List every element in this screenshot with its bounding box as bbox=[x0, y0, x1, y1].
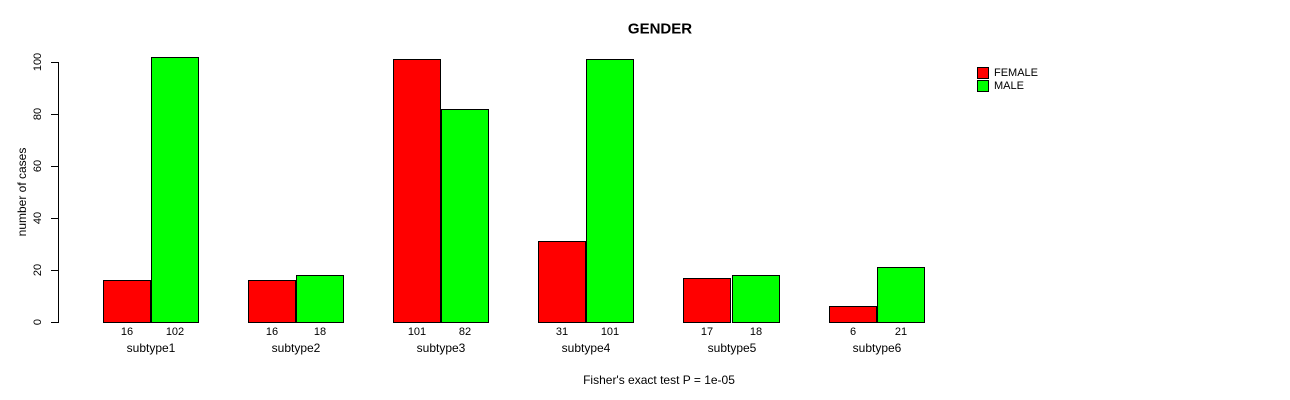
bar-value-label: 18 bbox=[749, 326, 763, 338]
bar-value-label: 16 bbox=[265, 326, 279, 338]
y-axis-tick-label: 0 bbox=[32, 318, 44, 326]
bar-male-subtype4 bbox=[586, 59, 634, 323]
bar-female-subtype2 bbox=[248, 280, 296, 323]
y-axis-tick bbox=[51, 270, 58, 271]
y-axis-tick-label: 60 bbox=[32, 159, 44, 173]
y-axis-tick bbox=[51, 114, 58, 115]
bar-male-subtype1 bbox=[151, 57, 199, 323]
bar-value-label: 16 bbox=[120, 326, 134, 338]
bar-female-subtype3 bbox=[393, 59, 441, 323]
bar-value-label: 17 bbox=[700, 326, 714, 338]
bar-value-label: 101 bbox=[600, 326, 620, 338]
bar-value-label: 102 bbox=[165, 326, 185, 338]
chart-title: GENDER bbox=[627, 20, 693, 38]
y-axis-tick bbox=[51, 62, 58, 63]
fishers-test-caption: Fisher's exact test P = 1e-05 bbox=[583, 373, 735, 387]
category-label-subtype2: subtype2 bbox=[271, 341, 321, 355]
legend-swatch-male bbox=[977, 79, 989, 92]
legend-entry-female: FEMALE bbox=[977, 66, 1038, 79]
category-label-subtype3: subtype3 bbox=[416, 341, 466, 355]
bar-value-label: 6 bbox=[849, 326, 857, 338]
y-axis-tick-label: 100 bbox=[32, 52, 44, 72]
bar-value-label: 31 bbox=[555, 326, 569, 338]
y-axis-label: number of cases bbox=[15, 147, 29, 237]
legend-entry-male: MALE bbox=[977, 79, 1038, 92]
legend: FEMALE MALE bbox=[977, 66, 1038, 92]
bar-value-label: 21 bbox=[894, 326, 908, 338]
legend-swatch-female bbox=[977, 66, 989, 79]
category-label-subtype4: subtype4 bbox=[561, 341, 611, 355]
y-axis-tick-label: 20 bbox=[32, 263, 44, 277]
bar-value-label: 18 bbox=[313, 326, 327, 338]
bar-female-subtype5 bbox=[683, 278, 731, 323]
legend-label: FEMALE bbox=[994, 66, 1039, 79]
y-axis-line bbox=[58, 62, 59, 323]
y-axis-tick bbox=[51, 218, 58, 219]
bar-male-subtype3 bbox=[441, 109, 489, 323]
bar-female-subtype1 bbox=[103, 280, 151, 323]
bar-male-subtype6 bbox=[877, 267, 925, 323]
y-axis-tick bbox=[51, 166, 58, 167]
y-axis-tick-label: 40 bbox=[32, 211, 44, 225]
category-label-subtype1: subtype1 bbox=[126, 341, 176, 355]
y-axis-tick bbox=[51, 322, 58, 323]
bar-male-subtype5 bbox=[732, 275, 780, 323]
bar-female-subtype4 bbox=[538, 241, 586, 323]
bar-value-label: 101 bbox=[407, 326, 427, 338]
legend-label: MALE bbox=[994, 79, 1024, 92]
bar-male-subtype2 bbox=[296, 275, 344, 323]
y-axis-tick-label: 80 bbox=[32, 107, 44, 121]
category-label-subtype6: subtype6 bbox=[852, 341, 902, 355]
bar-value-label: 82 bbox=[458, 326, 472, 338]
bar-female-subtype6 bbox=[829, 306, 877, 323]
category-label-subtype5: subtype5 bbox=[707, 341, 757, 355]
